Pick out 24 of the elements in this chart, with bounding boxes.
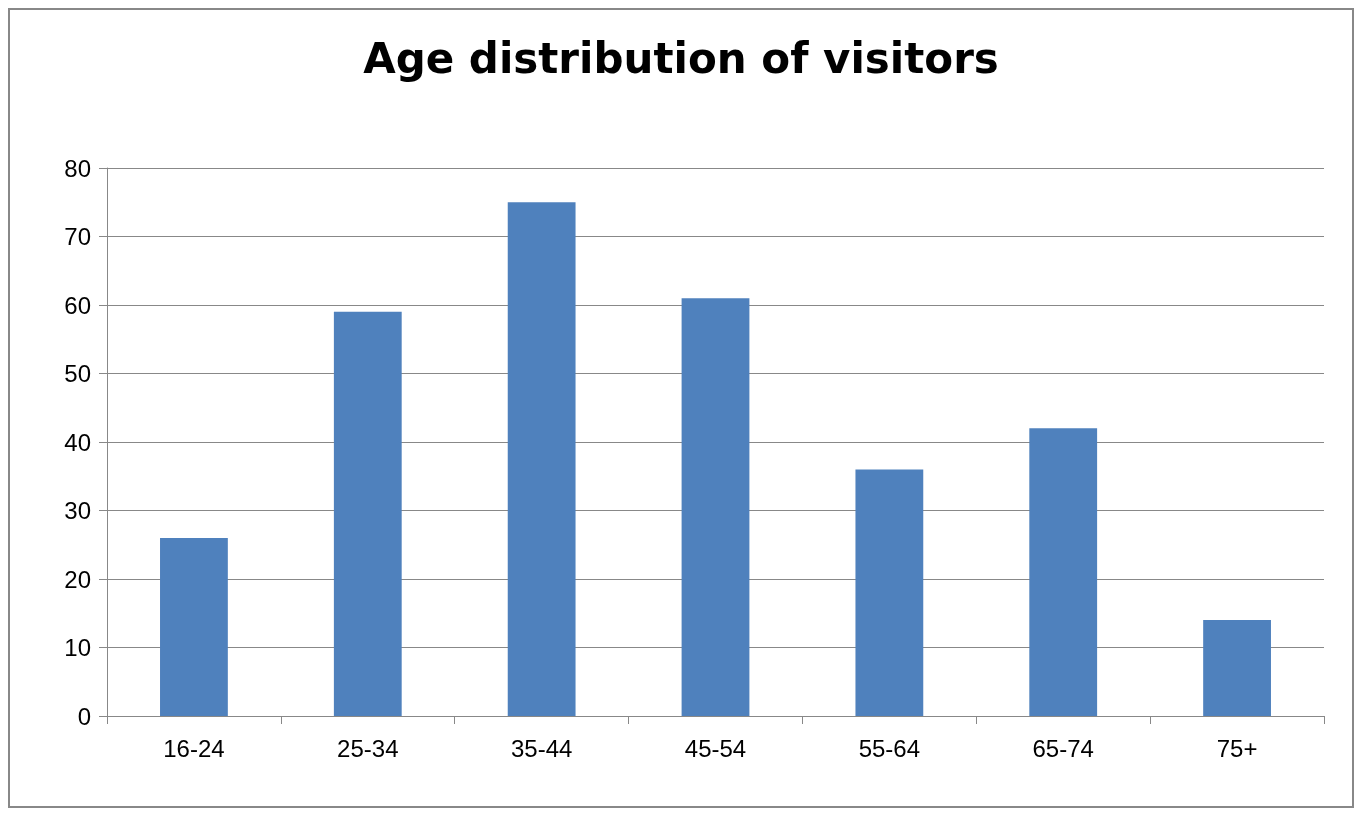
bar [333, 311, 402, 716]
y-tick-label: 60 [64, 291, 91, 319]
y-tick-label: 40 [64, 428, 91, 456]
y-tick-label: 0 [77, 702, 91, 730]
chart-title: Age distribution of visitors [363, 33, 999, 83]
bar [507, 202, 576, 716]
y-tick-label: 70 [64, 223, 91, 250]
y-tick-label: 10 [64, 634, 91, 661]
bar [681, 298, 750, 716]
x-tick-label: 25-34 [337, 734, 399, 762]
bar [855, 469, 924, 716]
y-tick-label: 80 [64, 154, 91, 182]
bar [1029, 428, 1098, 716]
bar [1203, 620, 1271, 716]
x-tick-label: 35-44 [510, 734, 573, 762]
y-tick-label: 20 [64, 565, 91, 593]
x-tick-label: 16-24 [163, 734, 225, 762]
x-tick-label: 75+ [1216, 734, 1258, 762]
y-tick-label: 50 [64, 360, 91, 387]
x-tick-label: 65-74 [1032, 734, 1094, 762]
x-tick-label: 45-54 [684, 734, 747, 762]
bar [160, 537, 228, 716]
y-tick-label: 30 [64, 497, 91, 524]
x-tick-label: 55-64 [858, 734, 921, 762]
